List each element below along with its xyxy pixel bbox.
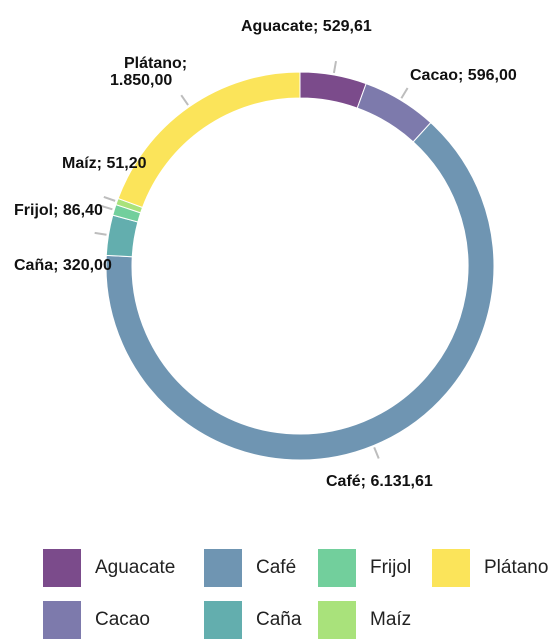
leader-line-frijol xyxy=(100,204,113,211)
leader-line-cacao xyxy=(400,87,409,99)
leader-line-cafe xyxy=(373,447,380,459)
leader-line-cana xyxy=(94,231,107,236)
leader-line-aguacate xyxy=(332,60,337,74)
slice-labels: Aguacate; 529,61 Cacao; 596,00 Café; 6.131… xyxy=(14,18,517,490)
slice-cafe xyxy=(105,121,495,461)
leader-line-maiz xyxy=(103,195,116,202)
slice-label-platano: Plátano; 1.850,00 xyxy=(110,55,187,89)
slice-platano xyxy=(117,71,301,209)
slice-label-frijol: Frijol; 86,40 xyxy=(14,202,103,219)
slice-label-cafe: Café; 6.131,61 xyxy=(326,473,433,490)
leader-lines xyxy=(94,60,409,459)
slice-label-aguacate: Aguacate; 529,61 xyxy=(241,18,372,35)
slice-aguacate xyxy=(299,71,367,109)
slices-group xyxy=(105,71,495,461)
slice-label-cana: Caña; 320,00 xyxy=(14,257,112,274)
leader-line-platano xyxy=(180,94,189,106)
slice-label-maiz: Maíz; 51,20 xyxy=(62,155,147,172)
slice-label-cacao: Cacao; 596,00 xyxy=(410,67,517,84)
slice-cana xyxy=(105,214,139,258)
slice-cacao xyxy=(356,82,432,143)
